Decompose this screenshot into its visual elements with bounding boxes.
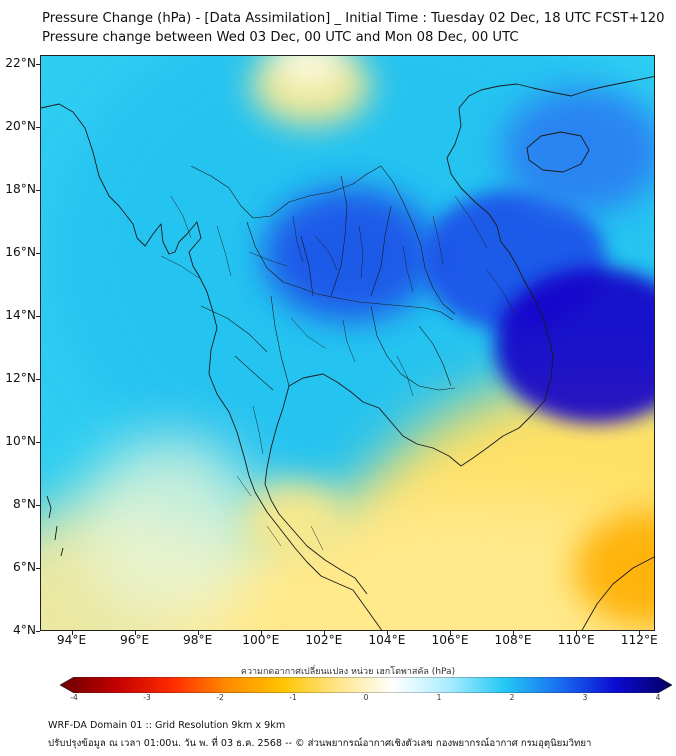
myanmar-coastline (41, 103, 383, 630)
footer-credit: ปรับปรุงข้อมูล ณ เวลา 01:00น. วัน พ. ที่… (48, 738, 592, 749)
field-center (263, 187, 437, 321)
colorbar-tick-label: 2 (509, 693, 515, 702)
peninsula-east-coast (264, 385, 368, 595)
longitude-label: 102°E (305, 633, 343, 647)
national-borders (190, 165, 456, 391)
colorbar-tick-label: -2 (216, 693, 224, 702)
latitude-tick (36, 505, 40, 507)
longitude-tick (576, 631, 578, 635)
borneo-coast (581, 556, 654, 630)
longitude-label: 94°E (56, 633, 87, 647)
longitude-label: 96°E (119, 633, 150, 647)
latitude-tick (36, 64, 40, 66)
hainan-island (526, 131, 590, 173)
longitude-label: 110°E (557, 633, 595, 647)
latitude-tick (36, 568, 40, 570)
province-borders (160, 195, 516, 551)
longitude-tick (639, 631, 641, 635)
longitude-tick (260, 631, 262, 635)
colorbar-tick-label: -1 (289, 693, 297, 702)
colorbar-tick-label: 4 (655, 693, 661, 702)
longitude-label: 106°E (431, 633, 469, 647)
footer-model-info: WRF-DA Domain 01 :: Grid Resolution 9km … (48, 720, 286, 731)
latitude-label: 8°N (13, 497, 36, 512)
latitude-label: 12°N (5, 371, 36, 386)
pressure-field (41, 56, 654, 630)
longitude-tick (513, 631, 515, 635)
latitude-tick (36, 190, 40, 192)
latitude-label: 18°N (5, 182, 36, 197)
field-wash (81, 436, 261, 616)
colorbar-gradient (60, 677, 672, 693)
latitude-tick (36, 127, 40, 129)
field-center (243, 480, 344, 558)
latitude-tick (36, 379, 40, 381)
field-center (495, 267, 654, 424)
colorbar-tick-label: -3 (143, 693, 151, 702)
latitude-label: 14°N (5, 308, 36, 323)
colorbar-tick-label: 0 (363, 693, 369, 702)
latitude-tick (36, 631, 40, 632)
longitude-tick (197, 631, 199, 635)
longitude-tick (134, 631, 136, 635)
colorbar-tick-label: -4 (70, 693, 78, 702)
latitude-label: 16°N (5, 245, 36, 260)
latitude-label: 10°N (5, 434, 36, 449)
colorbar-tick-label: 1 (436, 693, 442, 702)
longitude-tick (386, 631, 388, 635)
latitude-label: 4°N (13, 623, 36, 637)
longitude-label: 100°E (242, 633, 280, 647)
latitude-label: 20°N (5, 119, 36, 134)
pressure-change-map (40, 55, 655, 631)
latitude-label: 6°N (13, 560, 36, 575)
colorbar (60, 677, 672, 693)
longitude-label: 98°E (183, 633, 213, 647)
colorbar-tick-label: 3 (582, 693, 588, 702)
longitude-label: 104°E (368, 633, 406, 647)
latitude-tick (36, 316, 40, 318)
latitude-tick (36, 253, 40, 255)
field-center (273, 56, 345, 90)
longitude-tick (323, 631, 325, 635)
latitude-label: 22°N (5, 56, 36, 71)
longitude-label: 108°E (494, 633, 532, 647)
chart-subtitle: Pressure change between Wed 03 Dec, 00 U… (42, 30, 519, 45)
field-center (502, 88, 654, 213)
coastlines-and-borders (41, 75, 654, 630)
longitude-tick (71, 631, 73, 635)
latitude-tick (36, 442, 40, 444)
chart-title: Pressure Change (hPa) - [Data Assimilati… (42, 11, 665, 26)
field-center (574, 510, 654, 628)
andaman-islands (46, 495, 64, 557)
longitude-tick (450, 631, 451, 635)
colorbar-label: ความกดอากาศเปลี่ยนแปลง หน่วย เฮกโตพาสคัล… (240, 667, 456, 677)
longitude-label: 112°E (620, 633, 658, 647)
gulf-of-thailand-coast (288, 75, 654, 467)
